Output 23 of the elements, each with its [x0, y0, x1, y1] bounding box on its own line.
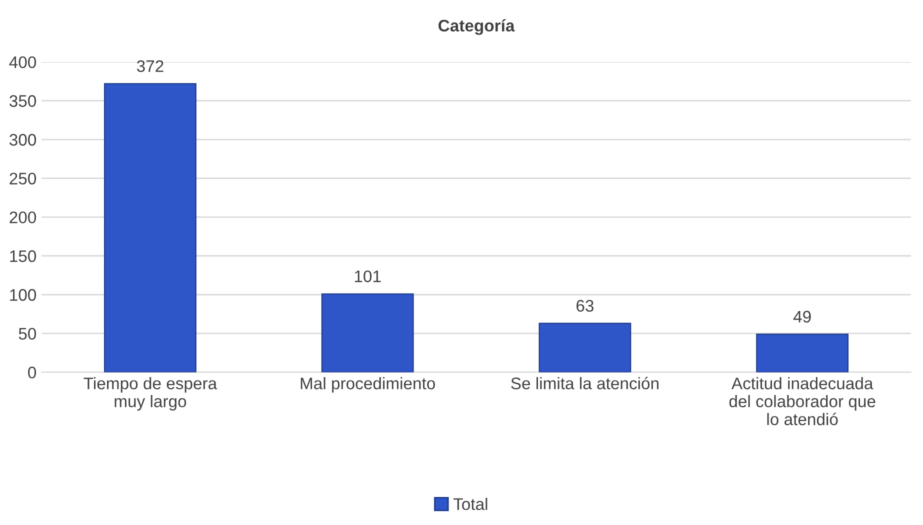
x-tick-label: Mal procedimiento — [300, 377, 435, 393]
y-tick-label: 0 — [28, 366, 36, 378]
y-tick-label: 50 — [18, 328, 36, 340]
y-tick-label: 400 — [9, 56, 36, 68]
bar — [538, 322, 632, 372]
legend-label: Total — [453, 498, 488, 510]
y-tick-label: 350 — [10, 95, 36, 107]
x-tick-label: Se limita la atención — [511, 376, 658, 390]
data-label: 63 — [576, 300, 594, 312]
bar — [756, 334, 849, 372]
bar — [321, 293, 414, 372]
y-tick-label: 250 — [10, 172, 36, 185]
x-tick-label: Tiempo de espera muy largo — [84, 377, 218, 411]
data-label: 372 — [136, 60, 164, 72]
y-tick-label: 300 — [10, 134, 36, 146]
y-tick-label: 150 — [10, 250, 36, 262]
bar — [104, 83, 196, 372]
chart-title: Categoría — [438, 19, 515, 35]
data-label: 101 — [354, 270, 381, 282]
x-tick-label: Actitud inadecuada del colaborador que lo atendió — [729, 377, 876, 426]
y-tick-label: 100 — [10, 289, 36, 301]
data-label: 49 — [793, 310, 811, 323]
y-tick-label: 200 — [10, 211, 36, 224]
